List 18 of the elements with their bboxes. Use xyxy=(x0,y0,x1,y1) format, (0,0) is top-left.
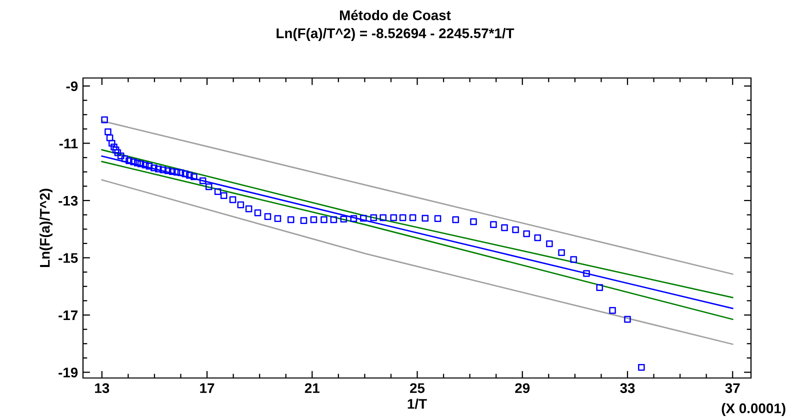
y-tick-label: -11 xyxy=(59,138,78,148)
x-tick-label: 25 xyxy=(410,383,425,394)
chart-title: Método de Coast xyxy=(340,10,451,20)
y-tick-label: -9 xyxy=(66,81,78,92)
y-tick-label: -19 xyxy=(58,368,78,378)
y-tick-label: -13 xyxy=(58,196,78,206)
x-tick-label: 33 xyxy=(620,383,635,394)
y-tick-label: -17 xyxy=(58,310,78,320)
chart-subtitle: Ln(F(a)/T^2) = -8.52694 - 2245.57*1/T xyxy=(276,28,514,41)
x-tick-label: 21 xyxy=(304,383,320,393)
x-tick-label: 37 xyxy=(725,383,740,394)
text: (X 0.0001) xyxy=(722,403,786,416)
y-tick-label: -15 xyxy=(58,253,78,263)
x-axis-title: 1/T xyxy=(408,398,427,409)
y-axis-title: Ln(F(a)/T^2) xyxy=(40,188,53,267)
x-tick-label: 13 xyxy=(95,383,110,394)
x-tick-label: 17 xyxy=(200,383,214,393)
x-tick-label: 29 xyxy=(515,383,530,394)
